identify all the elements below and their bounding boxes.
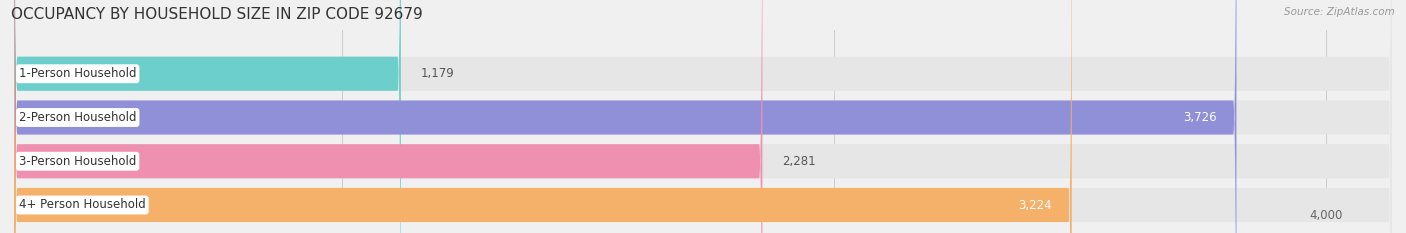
Text: 1-Person Household: 1-Person Household: [20, 67, 136, 80]
FancyBboxPatch shape: [14, 0, 1392, 233]
FancyBboxPatch shape: [14, 0, 1392, 233]
Text: 2,281: 2,281: [782, 155, 815, 168]
FancyBboxPatch shape: [14, 0, 1071, 233]
FancyBboxPatch shape: [14, 0, 1392, 233]
FancyBboxPatch shape: [14, 0, 1236, 233]
Text: 3,726: 3,726: [1182, 111, 1216, 124]
Text: 3,224: 3,224: [1018, 199, 1052, 212]
Text: 3-Person Household: 3-Person Household: [20, 155, 136, 168]
Text: 1,179: 1,179: [420, 67, 454, 80]
FancyBboxPatch shape: [14, 0, 762, 233]
Text: 2-Person Household: 2-Person Household: [20, 111, 136, 124]
FancyBboxPatch shape: [14, 0, 1392, 233]
FancyBboxPatch shape: [14, 0, 401, 233]
Text: 4+ Person Household: 4+ Person Household: [20, 199, 146, 212]
Text: Source: ZipAtlas.com: Source: ZipAtlas.com: [1284, 7, 1395, 17]
Text: OCCUPANCY BY HOUSEHOLD SIZE IN ZIP CODE 92679: OCCUPANCY BY HOUSEHOLD SIZE IN ZIP CODE …: [11, 7, 423, 22]
